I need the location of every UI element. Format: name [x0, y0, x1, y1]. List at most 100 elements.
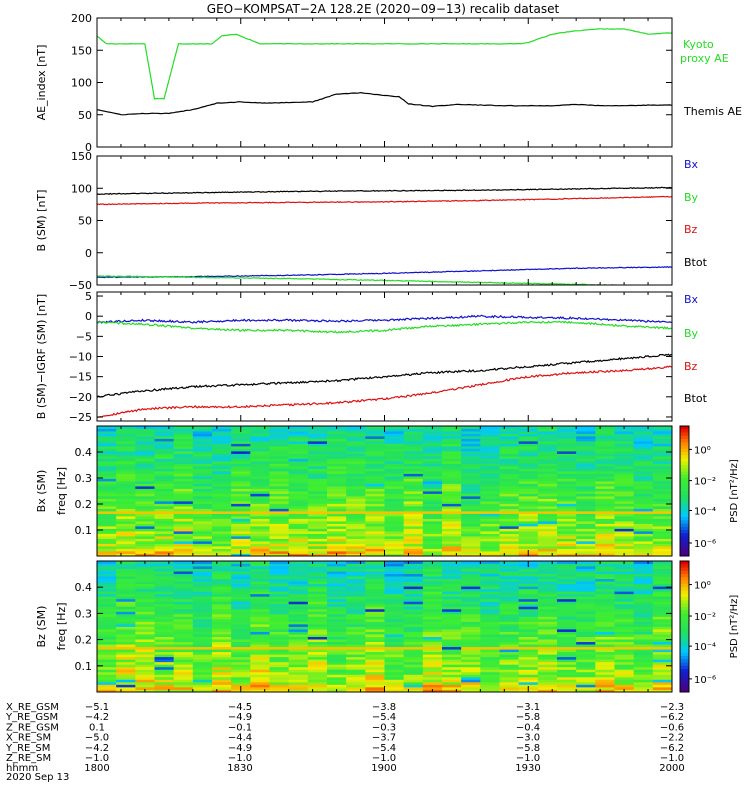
- ephemeris-value: −0.4: [516, 722, 540, 733]
- spectrogram-cell: [633, 471, 654, 474]
- spectrogram-cell: [595, 456, 615, 459]
- spectrogram-cell: [422, 686, 443, 690]
- spectrogram-cell: [307, 518, 328, 522]
- spectrogram-cell: [422, 611, 443, 615]
- spectrogram-cell: [327, 466, 347, 469]
- colorbar-segment: [680, 597, 689, 601]
- spectrogram-cell: [212, 516, 232, 519]
- spectrogram-cell: [384, 461, 405, 464]
- y-tick-label: 150: [71, 150, 92, 163]
- spectrogram-cell: [250, 651, 270, 655]
- spectrogram-cell: [633, 581, 654, 585]
- spectrogram-cell: [346, 689, 366, 693]
- spectrogram-cell: [537, 541, 558, 544]
- spectrogram-cell: [173, 651, 194, 655]
- spectrogram-cell: [231, 463, 251, 467]
- y-axis-label: freq [Hz]: [55, 602, 68, 650]
- spectrogram-cell: [173, 571, 194, 574]
- spectrogram-cell: [576, 493, 596, 497]
- spectrogram-cell: [499, 669, 520, 673]
- spectrogram-cell: [269, 438, 290, 442]
- spectrogram-cell: [346, 481, 366, 484]
- spectrogram-cell: [231, 649, 251, 653]
- spectrogram-cell: [557, 674, 577, 678]
- spectrogram-cell: [403, 641, 424, 645]
- spectrogram-cell: [307, 486, 328, 489]
- spectrogram-cell: [384, 478, 405, 482]
- spectrogram-cell: [173, 538, 194, 542]
- spectrogram-cell: [269, 566, 290, 569]
- spectrogram-cell: [346, 426, 366, 429]
- spectrogram-cell: [537, 463, 558, 467]
- spectrogram-cell: [231, 441, 251, 444]
- spectrogram-cell: [365, 636, 385, 640]
- spectrogram-cell: [480, 641, 500, 645]
- spectrogram-cell: [135, 676, 155, 680]
- spectrogram-cell: [307, 684, 328, 688]
- spectrogram-cell: [154, 453, 175, 457]
- spectrogram-cell: [633, 631, 654, 635]
- spectrogram-cell: [633, 516, 654, 519]
- spectrogram-cell: [595, 541, 615, 544]
- y-tick-label: −20: [69, 391, 92, 404]
- spectrogram-cell: [614, 598, 635, 602]
- spectrogram-cell: [595, 571, 615, 574]
- spectrogram-cell: [422, 528, 443, 532]
- spectrogram-cell: [307, 493, 328, 497]
- spectrogram-cell: [403, 481, 424, 484]
- spectrogram-cell: [135, 568, 155, 572]
- spectrogram-cell: [384, 591, 405, 595]
- spectrogram-cell: [327, 636, 347, 640]
- spectrogram-cell: [250, 681, 270, 685]
- spectrogram-cell: [192, 546, 213, 549]
- colorbar-segment: [680, 432, 689, 437]
- spectrogram-cell: [346, 473, 366, 477]
- spectrogram-cell: [327, 458, 347, 462]
- spectrogram-cell: [327, 606, 347, 610]
- spectrogram-cell: [327, 568, 347, 572]
- spectrogram-cell: [384, 433, 405, 437]
- spectrogram-cell: [269, 588, 290, 592]
- spectrogram-cell: [442, 513, 462, 517]
- spectrogram-cell: [480, 466, 500, 469]
- spectrogram-cell: [154, 531, 175, 534]
- spectrogram-cell: [518, 639, 539, 643]
- spectrogram-cell: [557, 501, 577, 504]
- spectrogram-cell: [537, 573, 558, 577]
- spectrogram-cell: [307, 551, 328, 554]
- spectrogram-cell: [595, 466, 615, 469]
- spectrogram-cell: [192, 664, 213, 668]
- spectrogram-cell: [365, 644, 385, 648]
- spectrogram-cell: [384, 639, 405, 643]
- spectrogram-cell: [173, 583, 194, 587]
- spectrogram-cell: [135, 573, 155, 577]
- spectrogram-cell: [652, 618, 673, 622]
- spectrogram-cell: [499, 681, 520, 685]
- spectrogram-cell: [154, 646, 175, 650]
- spectrogram-cell: [442, 618, 462, 622]
- spectrogram-cell: [461, 523, 481, 527]
- spectrogram-cell: [327, 656, 347, 660]
- spectrogram-cell: [269, 458, 290, 462]
- spectrogram-cell: [154, 641, 175, 645]
- spectrogram-cell: [288, 501, 309, 504]
- spectrogram-cell: [250, 451, 270, 454]
- spectrogram-cell: [346, 613, 366, 617]
- spectrogram-cell: [116, 438, 136, 442]
- spectrogram-cell: [97, 656, 117, 660]
- spectrogram-cell: [212, 639, 232, 643]
- spectrogram-cell: [173, 476, 194, 479]
- spectrogram-cell: [576, 646, 596, 650]
- spectrogram-cell: [288, 448, 309, 452]
- colorbar-segment: [680, 445, 689, 450]
- spectrogram-cell: [346, 583, 366, 587]
- spectrogram-cell: [269, 446, 290, 449]
- spectrogram-cell: [633, 656, 654, 660]
- spectrogram-cell: [116, 621, 136, 625]
- spectrogram-cell: [365, 591, 385, 595]
- spectrogram-cell: [288, 453, 309, 457]
- spectrogram-cell: [154, 428, 175, 432]
- spectrogram-cell: [307, 644, 328, 648]
- spectrogram-cell: [652, 523, 673, 527]
- spectrogram-cell: [537, 588, 558, 592]
